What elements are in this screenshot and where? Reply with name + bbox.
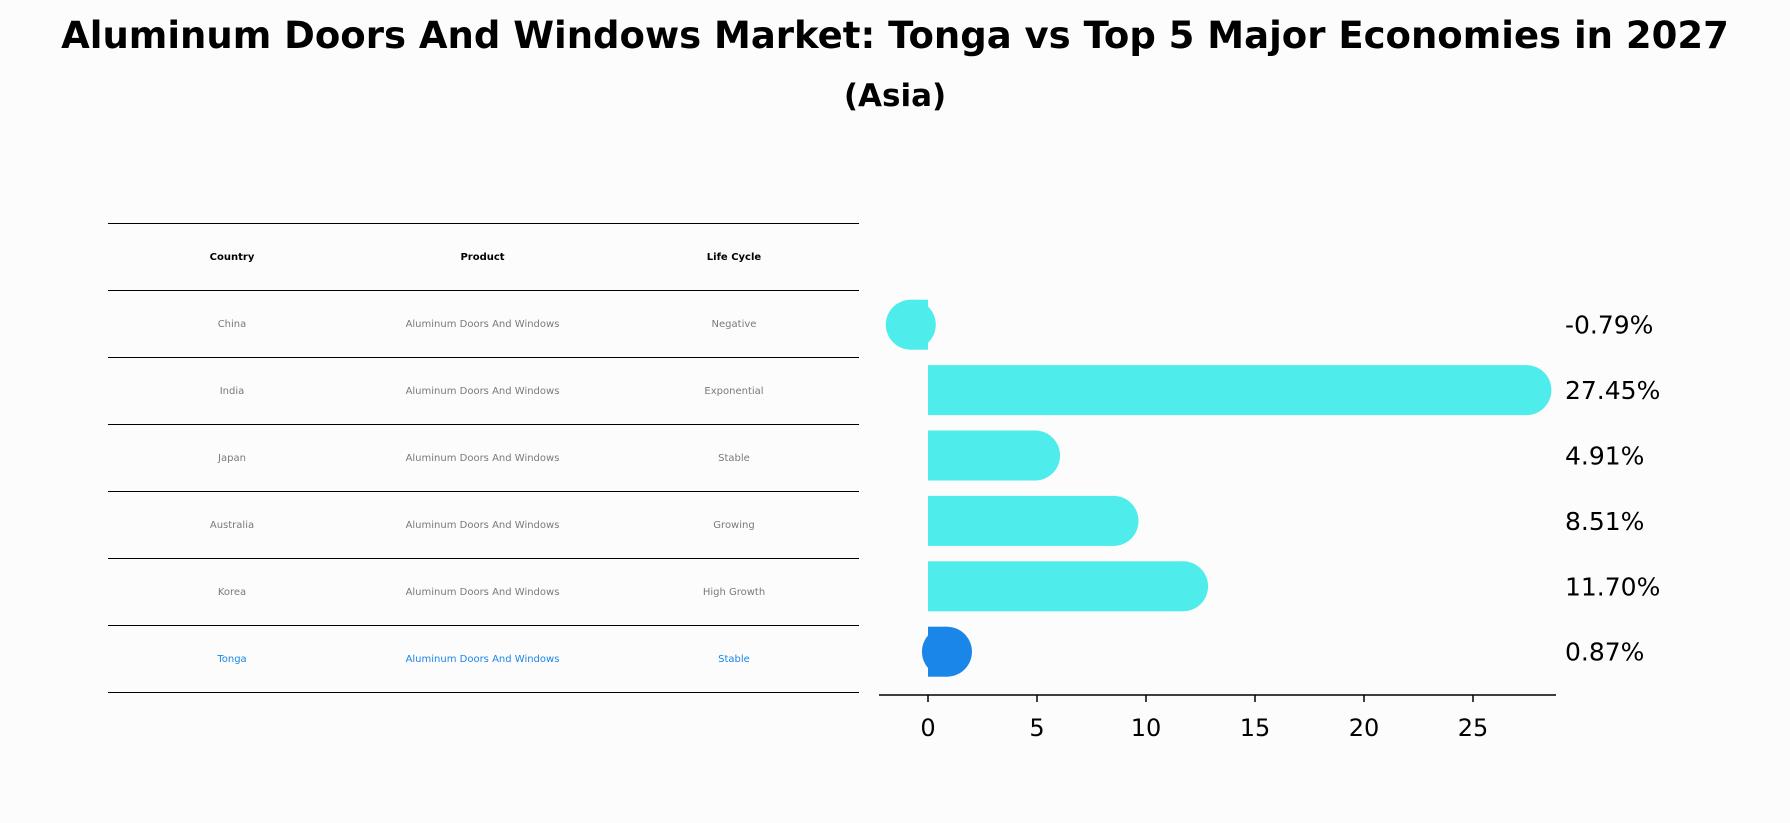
- bar-india: [928, 365, 1552, 416]
- bar-body: [928, 561, 1184, 612]
- cell-life-cycle: Stable: [718, 452, 750, 464]
- cell-product: Aluminum Doors And Windows: [405, 452, 560, 464]
- bar-china: [885, 299, 936, 350]
- x-tick-label: 25: [1458, 714, 1489, 742]
- bar-japan: [928, 430, 1061, 481]
- cell-country: Japan: [218, 452, 246, 464]
- bar-korea: [928, 561, 1209, 612]
- cell-life-cycle: Exponential: [704, 385, 764, 397]
- bar-body: [928, 495, 1114, 546]
- country-table: Country Product Life Cycle China Aluminu…: [108, 223, 859, 693]
- cell-country: Tonga: [217, 653, 247, 665]
- cell-country: China: [217, 318, 247, 330]
- value-label: 27.45%: [1565, 376, 1660, 405]
- table-row: China Aluminum Doors And Windows Negativ…: [108, 291, 859, 358]
- value-label: -0.79%: [1565, 311, 1653, 340]
- bar-australia: [928, 495, 1139, 546]
- table-header-row: Country Product Life Cycle: [108, 224, 859, 291]
- x-tick-label: 10: [1131, 714, 1162, 742]
- bar-cap: [1088, 495, 1139, 546]
- table-row: India Aluminum Doors And Windows Exponen…: [108, 358, 859, 425]
- x-tick-label: 5: [1029, 714, 1044, 742]
- cell-life-cycle: Growing: [713, 519, 755, 531]
- cell-product: Aluminum Doors And Windows: [405, 653, 560, 665]
- table-row: Australia Aluminum Doors And Windows Gro…: [108, 492, 859, 559]
- cell-country: Australia: [209, 519, 255, 531]
- chart-subtitle: (Asia): [843, 78, 947, 114]
- value-label: 8.51%: [1565, 507, 1644, 536]
- value-label: 0.87%: [1565, 638, 1644, 667]
- cell-product: Aluminum Doors And Windows: [405, 586, 560, 598]
- header-product: Product: [460, 251, 505, 263]
- cell-product: Aluminum Doors And Windows: [405, 318, 560, 330]
- table-row: Japan Aluminum Doors And Windows Stable: [108, 425, 859, 492]
- bar-body: [928, 365, 1527, 416]
- bar-cap: [1501, 365, 1552, 416]
- bar-cap: [885, 299, 936, 350]
- chart-title: Aluminum Doors And Windows Market: Tonga…: [61, 14, 1729, 57]
- cell-life-cycle: Negative: [711, 318, 757, 330]
- x-tick-label: 0: [920, 714, 935, 742]
- cell-product: Aluminum Doors And Windows: [405, 519, 560, 531]
- value-label: 11.70%: [1565, 572, 1660, 601]
- bar-cap: [921, 626, 972, 677]
- bar-tonga: [921, 626, 972, 677]
- table-row-highlight: Tonga Aluminum Doors And Windows Stable: [108, 626, 859, 693]
- cell-product: Aluminum Doors And Windows: [405, 385, 560, 397]
- cell-life-cycle: High Growth: [702, 586, 766, 598]
- table-row: Korea Aluminum Doors And Windows High Gr…: [108, 559, 859, 626]
- cell-life-cycle: Stable: [718, 653, 750, 665]
- cell-country: Korea: [217, 586, 247, 598]
- header-country: Country: [209, 251, 255, 263]
- value-label: 4.91%: [1565, 442, 1644, 471]
- header-life-cycle: Life Cycle: [706, 251, 762, 263]
- bar-cap: [1158, 561, 1209, 612]
- bar-cap: [1010, 430, 1061, 481]
- x-tick-label: 20: [1349, 714, 1380, 742]
- x-tick-label: 15: [1240, 714, 1271, 742]
- cell-country: India: [219, 385, 245, 397]
